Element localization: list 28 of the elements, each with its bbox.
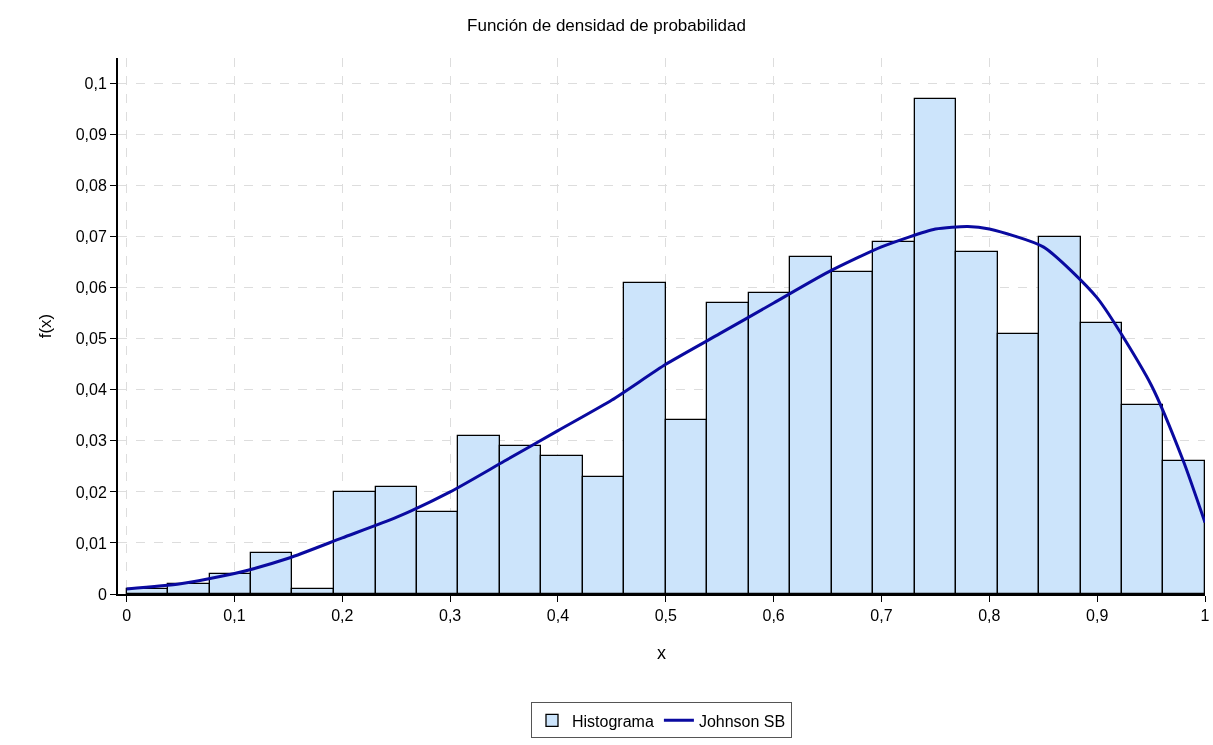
x-tick-label: 0,9 [1086, 607, 1109, 625]
x-tick-label: 0,5 [654, 607, 678, 625]
chart-title: Función de densidad de probabilidad [467, 15, 746, 35]
legend-label: Histograma [572, 712, 654, 730]
y-tick-label: 0 [97, 585, 107, 603]
y-tick-label: 0,04 [75, 381, 107, 399]
x-tick-label: 0 [122, 607, 132, 625]
y-tick-label: 0,06 [75, 279, 107, 297]
x-axis-title: x [657, 643, 666, 663]
x-tick-label: 1 [1200, 607, 1210, 625]
y-tick-label: 0,1 [84, 75, 107, 93]
y-tick-label: 0,01 [75, 534, 107, 552]
legend-label: Johnson SB [698, 712, 786, 730]
line-series [125, 224, 1205, 591]
y-axis-title: f(x) [35, 313, 55, 339]
y-tick-label: 0,02 [75, 483, 107, 501]
x-tick-label: 0,1 [223, 607, 246, 625]
y-tick-label: 0,03 [75, 432, 107, 450]
x-tick-label: 0,8 [978, 607, 1001, 625]
y-tick-label: 0,07 [75, 228, 107, 246]
x-tick-label: 0,4 [546, 607, 570, 625]
x-tick-label: 0,6 [762, 607, 785, 625]
x-tick-label: 0,3 [439, 607, 462, 625]
x-tick-label: 0,2 [331, 607, 354, 625]
y-tick-label: 0,08 [75, 177, 107, 195]
y-tick-label: 0,09 [75, 126, 107, 144]
x-tick-label: 0,7 [870, 607, 893, 625]
y-tick-label: 0,05 [75, 330, 107, 348]
